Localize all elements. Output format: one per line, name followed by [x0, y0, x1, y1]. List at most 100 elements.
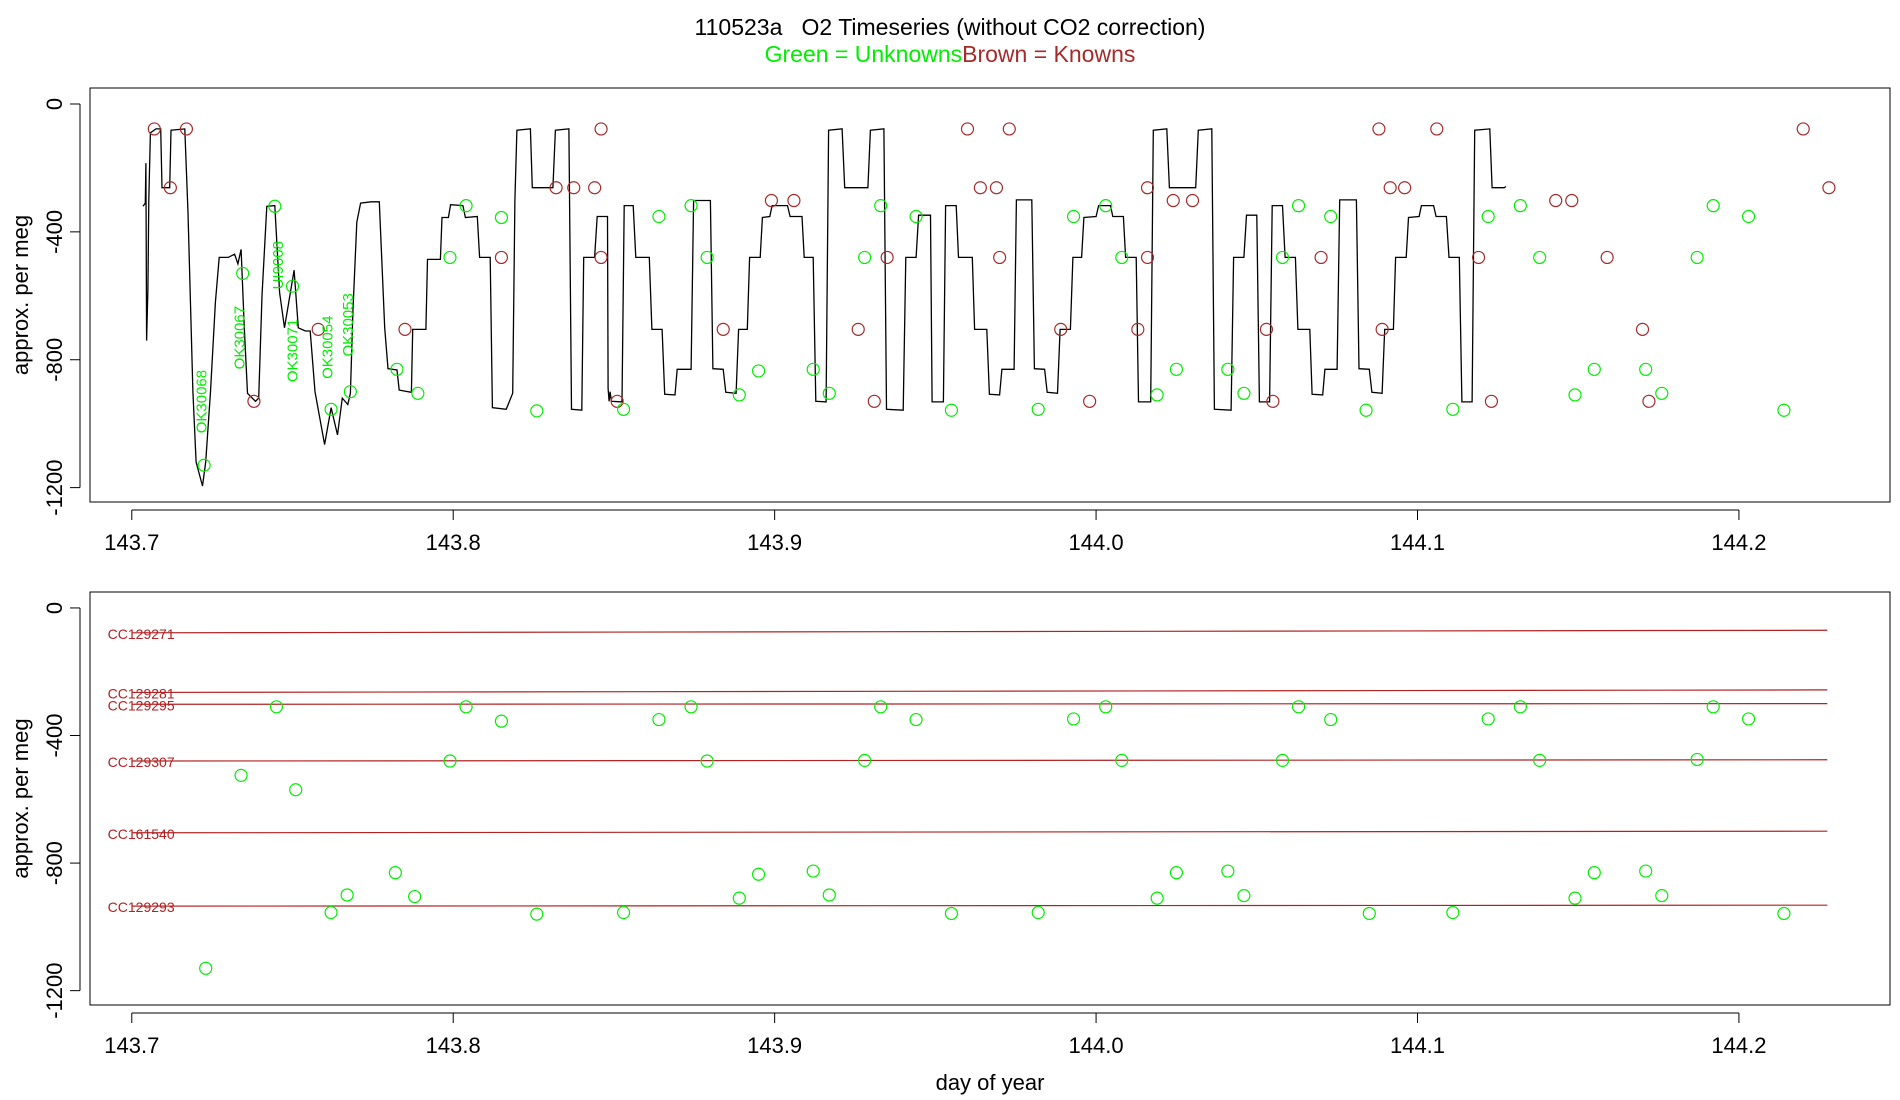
- known-point: [1484, 394, 1499, 408]
- y-tick-label: -800: [42, 338, 67, 382]
- unknown-point: [1115, 250, 1129, 265]
- unknown-point: [858, 753, 872, 767]
- reference-label: CC161540: [108, 826, 175, 842]
- sample-annotation: OK30068: [193, 370, 210, 433]
- bottom-panel-scatter: 143.7 143.8 143.9 144.0 144.1 144.2 0 -400 -800 -…: [8, 591, 1891, 1095]
- unknown-point: [1587, 362, 1601, 376]
- unknown-point: [1291, 700, 1306, 714]
- x-tick-label: 144.0: [1069, 530, 1124, 555]
- unknown-point: [459, 199, 473, 213]
- x-tick-label: 143.7: [104, 530, 159, 555]
- unknown-point: [1275, 250, 1290, 265]
- unknown-point: [1513, 700, 1527, 714]
- unknown-point: [1446, 905, 1460, 920]
- unknown-point: [1568, 891, 1582, 905]
- x-tick-label: 143.9: [747, 530, 802, 555]
- unknown-point: [285, 279, 300, 293]
- unknown-point: [390, 362, 404, 376]
- unknown-point: [459, 700, 473, 714]
- known-point: [1471, 250, 1486, 265]
- unknown-point: [1359, 403, 1373, 417]
- known-point: [880, 250, 894, 265]
- known-point: [594, 250, 608, 265]
- unknown-point: [1777, 403, 1791, 417]
- unknown-point: [1639, 864, 1653, 878]
- unknown-point: [874, 199, 888, 213]
- known-point: [1259, 322, 1274, 336]
- unknown-point: [1777, 906, 1791, 921]
- known-point: [787, 193, 801, 208]
- unknown-point: [1587, 866, 1601, 880]
- unknown-point: [858, 250, 872, 265]
- known-point: [163, 181, 177, 195]
- known-point: [1166, 193, 1180, 208]
- known-point: [1549, 193, 1563, 208]
- unknown-point: [616, 905, 631, 920]
- sample-annotation: OK30071: [284, 319, 301, 382]
- unknown-point: [1115, 753, 1129, 767]
- y-axis-label: approx. per meg: [8, 215, 33, 375]
- known-point: [1375, 322, 1389, 336]
- unknown-point: [616, 402, 631, 416]
- reference-line: [131, 830, 1828, 834]
- unknown-point: [443, 754, 457, 768]
- unknown-point: [443, 250, 457, 265]
- known-point: [1600, 250, 1614, 265]
- unknown-point: [1324, 209, 1338, 224]
- known-point: [1635, 322, 1650, 336]
- unknown-point: [411, 386, 425, 400]
- known-point: [851, 322, 865, 336]
- known-point: [1140, 181, 1155, 195]
- known-point: [1383, 181, 1397, 195]
- unknown-point: [1169, 866, 1184, 880]
- known-point: [1372, 122, 1386, 136]
- unknown-point: [1169, 362, 1184, 376]
- unknown-point: [388, 866, 402, 880]
- unknown-point: [289, 783, 303, 797]
- known-point: [1565, 193, 1579, 208]
- unknown-point: [909, 209, 923, 224]
- known-point: [1185, 193, 1200, 208]
- known-point: [588, 181, 602, 195]
- unknown-point: [1291, 199, 1306, 213]
- unknown-point: [530, 907, 544, 921]
- known-point: [1398, 181, 1412, 195]
- unknown-point: [751, 867, 766, 881]
- known-point: [764, 193, 779, 208]
- unknown-point: [874, 700, 888, 714]
- unknown-point: [751, 364, 766, 378]
- known-point: [1054, 322, 1068, 336]
- known-point: [494, 250, 509, 265]
- unknown-point: [494, 714, 509, 728]
- x-axis-label: day of year: [936, 1070, 1045, 1095]
- known-point: [960, 122, 975, 136]
- unknown-point: [1568, 388, 1582, 402]
- x-tick-label: 144.1: [1390, 1033, 1445, 1058]
- unknown-point: [1324, 712, 1338, 727]
- unknown-point: [268, 199, 282, 213]
- known-point: [973, 181, 987, 195]
- plot-frame: [89, 87, 1891, 503]
- unknown-point: [1513, 199, 1527, 213]
- known-point: [1314, 250, 1328, 265]
- x-tick-label: 143.8: [426, 1033, 481, 1058]
- reference-label: CC129307: [108, 754, 175, 770]
- known-point: [1642, 394, 1656, 408]
- unknown-point: [652, 712, 666, 727]
- reference-label: CC129271: [108, 626, 175, 642]
- known-point: [610, 394, 624, 408]
- unknown-point: [234, 768, 248, 782]
- unknown-point: [652, 209, 666, 224]
- sample-annotation: OK30054: [320, 316, 337, 379]
- unknown-point: [408, 889, 422, 904]
- sample-annotation: OK30067: [231, 306, 248, 369]
- known-point: [1002, 122, 1016, 136]
- unknown-point: [1690, 752, 1704, 767]
- reference-line: [131, 689, 1828, 694]
- unknown-point: [1275, 753, 1290, 767]
- known-point: [1131, 322, 1145, 336]
- known-point: [147, 122, 161, 136]
- unknown-point: [1031, 402, 1045, 416]
- unknown-point: [1655, 889, 1669, 903]
- unknown-point: [199, 961, 213, 975]
